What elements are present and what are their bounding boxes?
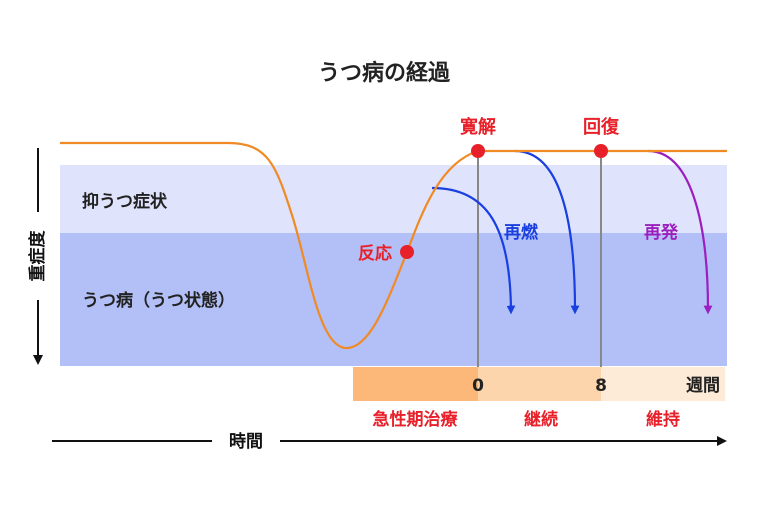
recurrence-label: 再発 — [644, 222, 679, 243]
mild-symptom-band — [60, 165, 727, 233]
continuation-phase-bar — [478, 367, 601, 401]
acute-phase-label: 急性期治療 — [373, 409, 459, 430]
severe-band-label: うつ病（うつ状態） — [82, 290, 235, 311]
diagram-title: うつ病の経過 — [318, 60, 451, 86]
recovery-label: 回復 — [583, 116, 620, 138]
symptom-course-curve — [60, 141, 727, 350]
continuation-phase-label: 継続 — [524, 409, 558, 430]
recurrence-arrow — [647, 149, 713, 315]
relapse-label: 再燃 — [504, 222, 539, 243]
week-unit-label: 週間 — [686, 376, 720, 396]
response-marker — [400, 245, 414, 259]
y-axis-label: 重症度 — [27, 230, 48, 282]
remission-marker — [471, 144, 485, 158]
remission-label: 寛解 — [460, 116, 496, 138]
mild-band-label: 抑うつ症状 — [82, 191, 168, 212]
relapse-arrow-1 — [431, 186, 516, 315]
week0-label: 0 — [472, 376, 484, 396]
depression-band — [60, 233, 727, 366]
week8-label: 8 — [595, 376, 607, 396]
relapse-arrow-2 — [514, 149, 580, 315]
x-axis-label: 時間 — [229, 431, 263, 452]
maintenance-phase-label: 維持 — [646, 409, 680, 430]
recovery-marker — [594, 144, 608, 158]
response-label: 反応 — [358, 243, 392, 264]
acute-phase-bar — [353, 367, 478, 401]
maintenance-phase-bar — [601, 367, 725, 401]
